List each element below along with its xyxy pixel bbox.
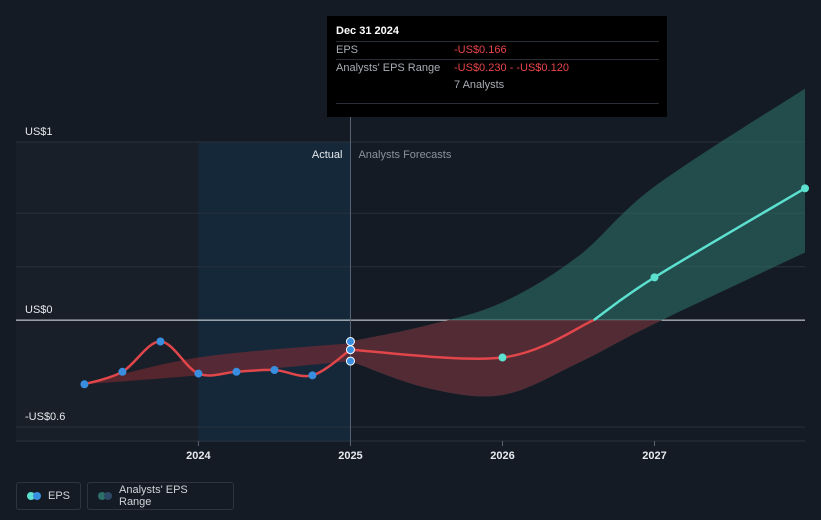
range-band-forecast	[350, 88, 805, 397]
tooltip-range-value: -US$0.230 - -US$0.120	[454, 62, 569, 74]
y-axis: US$1 US$0 -US$0.6	[25, 126, 65, 423]
eps-actual-point[interactable]	[156, 337, 165, 346]
x-tick-label: 2024	[186, 450, 211, 462]
eps-actual-point[interactable]	[194, 369, 203, 378]
eps-points	[80, 184, 809, 389]
tooltip-range-label: Analysts' EPS Range	[336, 62, 441, 74]
eps-forecast-point[interactable]	[498, 353, 507, 362]
eps-2025-marker[interactable]	[345, 356, 355, 366]
eps-2025-marker[interactable]	[345, 337, 355, 346]
legend-analysts-range[interactable]: Analysts' EPS Range	[87, 482, 234, 510]
y-tick-label: -US$0.6	[25, 411, 65, 423]
eps-actual-point[interactable]	[308, 371, 317, 380]
eps-forecast-positive-line	[592, 187, 806, 322]
eps-forecast-point[interactable]	[801, 184, 809, 193]
eps-actual-point[interactable]	[232, 367, 241, 376]
eps-actual-point[interactable]	[118, 367, 127, 376]
actual-label: Actual	[312, 149, 343, 161]
x-tick-label: 2026	[490, 450, 514, 462]
tooltip-date: Dec 31 2024	[336, 25, 399, 37]
y-tick-label: US$0	[25, 304, 53, 316]
tooltip-eps-value: -US$0.166	[454, 44, 507, 56]
eps-forecast-point[interactable]	[650, 273, 659, 282]
forecast-label: Analysts Forecasts	[358, 149, 451, 161]
y-tick-label: US$1	[25, 126, 53, 138]
x-tick-label: 2025	[338, 450, 362, 462]
eps-legend-icon	[27, 492, 41, 500]
eps-actual-point[interactable]	[270, 366, 279, 374]
tooltip-eps-label: EPS	[336, 44, 359, 56]
eps-actual-point[interactable]	[80, 380, 89, 389]
x-tick-label: 2027	[642, 450, 666, 462]
range-band-actual	[84, 343, 351, 385]
tooltip-analysts: 7 Analysts	[454, 79, 505, 91]
recent-region-highlight	[198, 142, 351, 442]
range-legend-icon	[98, 492, 112, 500]
tooltip: Dec 31 2024 EPS -US$0.166 Analysts' EPS …	[327, 16, 667, 117]
legend-eps[interactable]: EPS	[16, 482, 81, 510]
legend-eps-label: EPS	[48, 490, 71, 502]
x-axis: 2024 2025 2026 2027	[186, 441, 667, 462]
eps-2025-marker[interactable]	[345, 345, 355, 355]
legend-range-label: Analysts' EPS Range	[119, 484, 188, 508]
